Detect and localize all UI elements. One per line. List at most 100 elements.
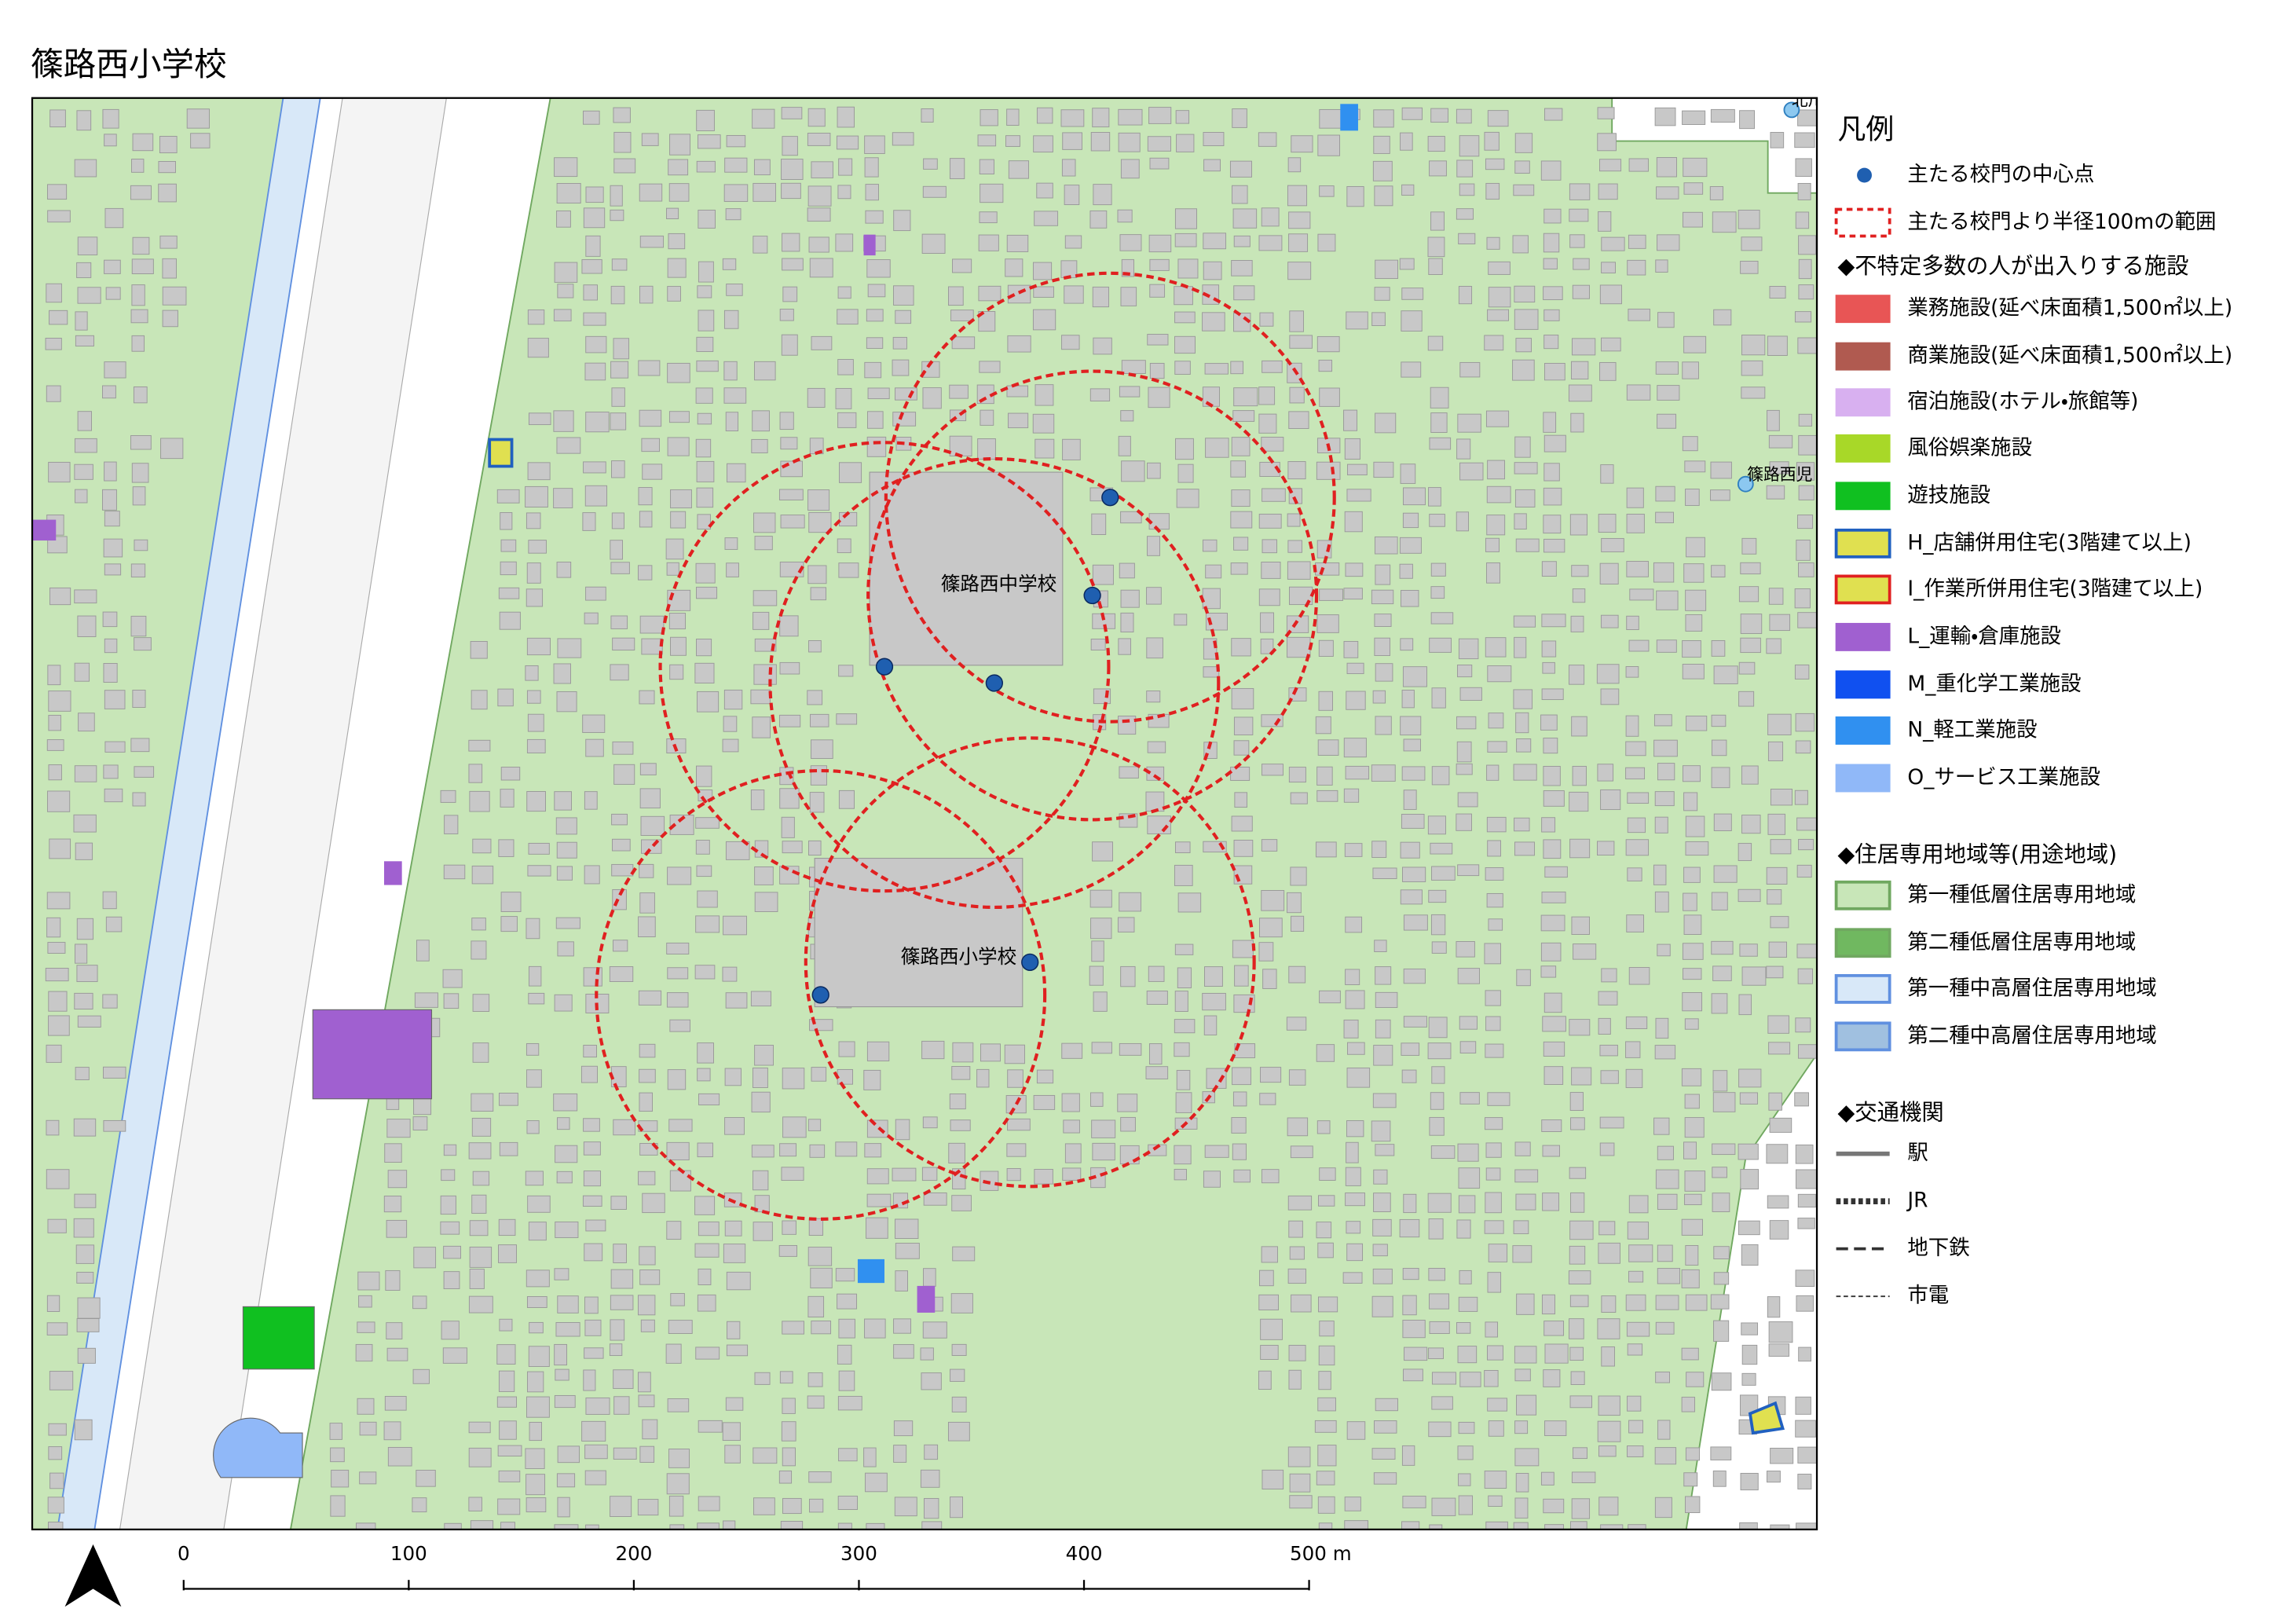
- building: [357, 1398, 375, 1415]
- legend-label: 第一種中高層住居専用地域: [1907, 976, 2156, 1000]
- building: [1149, 157, 1170, 170]
- building: [1681, 1397, 1695, 1412]
- building: [698, 1221, 720, 1236]
- building: [1626, 1321, 1650, 1337]
- building: [1485, 866, 1504, 881]
- building: [1569, 183, 1591, 200]
- building: [1431, 766, 1450, 786]
- building: [1319, 588, 1344, 601]
- building: [696, 691, 720, 713]
- building: [1484, 943, 1501, 965]
- amusement: [242, 1306, 315, 1370]
- building: [75, 1244, 95, 1264]
- building: [443, 993, 460, 1009]
- building: [1147, 462, 1161, 479]
- building: [1657, 1244, 1673, 1262]
- building: [1006, 234, 1029, 252]
- building: [837, 412, 857, 428]
- building: [807, 133, 831, 146]
- building: [1685, 841, 1709, 856]
- building: [1093, 337, 1112, 355]
- building: [1600, 688, 1620, 705]
- building: [47, 536, 68, 554]
- building: [103, 663, 118, 683]
- building: [162, 286, 187, 306]
- building: [1513, 615, 1536, 628]
- building: [1260, 1345, 1279, 1360]
- building: [1712, 211, 1737, 233]
- building: [553, 663, 571, 684]
- building: [526, 791, 546, 812]
- building: [1458, 1195, 1476, 1214]
- building: [1656, 186, 1679, 200]
- building: [1146, 991, 1168, 1005]
- building: [1514, 489, 1536, 507]
- building: [920, 1347, 934, 1361]
- building: [46, 1295, 60, 1313]
- building: [696, 487, 714, 508]
- building: [778, 1244, 797, 1257]
- building: [47, 665, 61, 686]
- building: [865, 1472, 888, 1493]
- building: [46, 1119, 60, 1136]
- building: [611, 460, 625, 478]
- building: [1713, 813, 1732, 831]
- building: [48, 1015, 70, 1036]
- building: [1459, 361, 1481, 378]
- building: [1543, 1498, 1565, 1514]
- building: [526, 1396, 550, 1418]
- building: [1683, 563, 1705, 583]
- building: [1684, 1094, 1700, 1109]
- building: [1174, 1145, 1192, 1165]
- building: [666, 562, 679, 576]
- building: [750, 790, 765, 811]
- building: [1148, 513, 1170, 530]
- building: [585, 412, 610, 433]
- building: [697, 514, 711, 530]
- building: [1626, 914, 1644, 932]
- building: [610, 1319, 625, 1341]
- building: [1148, 234, 1172, 253]
- building: [131, 284, 145, 306]
- building: [1287, 1268, 1306, 1284]
- building: [1488, 713, 1504, 729]
- building: [468, 1497, 482, 1511]
- building: [469, 1246, 493, 1268]
- building: [723, 915, 747, 936]
- building: [1119, 1042, 1142, 1056]
- building: [526, 637, 551, 656]
- building: [77, 615, 97, 637]
- building: [1345, 1167, 1361, 1186]
- building: [1712, 1143, 1736, 1156]
- building: [557, 1295, 579, 1313]
- building: [1600, 464, 1614, 484]
- building: [46, 1322, 68, 1335]
- building: [1795, 1144, 1814, 1164]
- building: [1400, 132, 1413, 151]
- building: [727, 463, 746, 483]
- building: [1316, 1120, 1331, 1134]
- building: [1486, 515, 1506, 536]
- building: [865, 210, 884, 224]
- building: [1430, 412, 1448, 433]
- building: [412, 1368, 430, 1384]
- building: [1766, 638, 1782, 654]
- building: [1569, 1295, 1589, 1307]
- building: [694, 1196, 716, 1215]
- building: [1798, 562, 1814, 577]
- building: [1430, 387, 1449, 408]
- building: [1682, 765, 1701, 782]
- building: [500, 916, 518, 932]
- poi: [1783, 101, 1800, 119]
- building: [1653, 1117, 1670, 1135]
- building: [1600, 1070, 1619, 1084]
- building: [47, 184, 68, 200]
- building: [1515, 1193, 1536, 1211]
- building: [1740, 614, 1763, 634]
- building: [782, 136, 798, 156]
- building: [1427, 815, 1446, 835]
- building: [104, 741, 126, 753]
- building: [1768, 1092, 1782, 1111]
- building: [1712, 1470, 1727, 1487]
- building: [1372, 1093, 1397, 1108]
